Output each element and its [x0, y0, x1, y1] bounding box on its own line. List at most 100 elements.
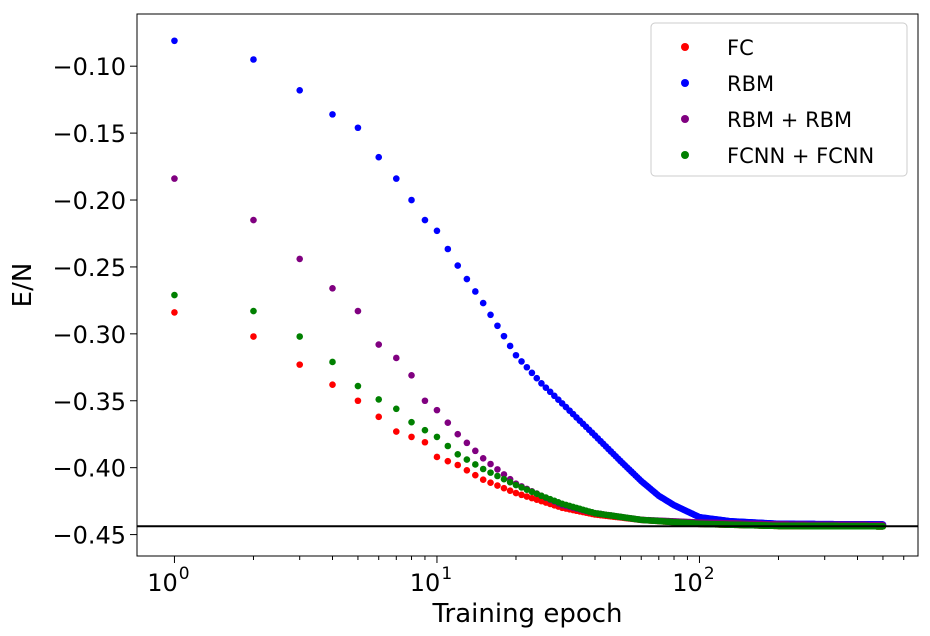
data-point — [463, 439, 471, 447]
data-point — [433, 227, 441, 235]
data-point — [433, 406, 441, 414]
data-point — [354, 124, 362, 132]
data-point — [523, 363, 531, 371]
data-point — [472, 471, 479, 479]
data-point — [494, 322, 501, 330]
legend-marker — [681, 151, 689, 159]
y-tick-label: −0.20 — [52, 187, 126, 215]
legend-label: FC — [727, 36, 754, 60]
data-point — [392, 428, 400, 435]
data-point — [392, 405, 400, 413]
series-rbm-rbm — [171, 175, 887, 529]
y-tick-label: −0.25 — [52, 254, 126, 282]
data-point — [375, 341, 383, 348]
data-point — [375, 413, 383, 421]
data-point — [354, 397, 362, 405]
data-point — [479, 465, 487, 473]
data-point — [518, 491, 525, 499]
data-point — [500, 471, 508, 478]
data-point — [250, 56, 257, 63]
data-point — [487, 460, 494, 468]
data-point — [494, 472, 501, 480]
data-point — [392, 175, 400, 182]
data-point — [512, 351, 520, 359]
data-point — [479, 455, 487, 462]
data-point — [454, 461, 462, 469]
data-point — [433, 433, 441, 441]
data-point — [463, 456, 471, 463]
data-point — [408, 196, 415, 204]
data-point — [523, 486, 531, 493]
legend-marker — [681, 115, 689, 123]
data-point — [296, 255, 304, 263]
y-tick-label: −0.35 — [52, 388, 126, 416]
data-point — [296, 361, 304, 368]
y-tick-label: −0.30 — [52, 321, 126, 349]
data-point — [354, 307, 362, 315]
data-point — [444, 245, 452, 253]
data-point — [454, 262, 462, 269]
data-point — [494, 466, 501, 473]
data-point — [487, 469, 494, 476]
data-point — [433, 453, 441, 461]
x-tick-label-exponent: 2 — [704, 564, 715, 584]
x-tick-label-exponent: 0 — [179, 564, 190, 584]
data-point — [444, 457, 452, 465]
data-point — [463, 275, 471, 283]
data-point — [472, 461, 479, 468]
legend-box — [650, 22, 908, 177]
data-point — [296, 333, 304, 340]
data-point — [329, 381, 336, 389]
data-point — [542, 384, 550, 391]
data-point — [472, 288, 479, 295]
data-point — [512, 489, 520, 497]
y-tick-label: −0.10 — [52, 53, 126, 81]
data-point — [494, 482, 501, 489]
x-tick-label-exponent: 1 — [441, 564, 452, 584]
data-point — [375, 153, 383, 161]
legend-label: RBM — [727, 72, 774, 96]
data-point — [506, 342, 514, 350]
data-point — [329, 358, 336, 366]
data-point — [408, 418, 415, 426]
x-axis-label: Training epoch — [431, 599, 622, 629]
x-tick-label: 101 — [410, 564, 452, 597]
data-point — [454, 430, 462, 438]
legend-label: FCNN + FCNN — [727, 144, 874, 168]
legend-marker — [681, 79, 689, 87]
data-point — [506, 487, 514, 495]
data-point — [487, 311, 494, 319]
data-point — [518, 358, 525, 365]
data-point — [512, 481, 520, 489]
data-point — [329, 111, 336, 118]
legend-label: RBM + RBM — [727, 108, 852, 132]
x-tick-label: 100 — [147, 564, 189, 597]
data-point — [250, 216, 257, 224]
series-fcnn-fcnn — [171, 291, 887, 530]
data-point — [479, 299, 487, 307]
y-axis-label: E/N — [8, 263, 38, 308]
legend: FC RBM RBM + RBM FCNN + FCNN — [650, 22, 908, 177]
y-tick-label: −0.45 — [52, 522, 126, 550]
data-point — [421, 426, 429, 434]
data-point — [500, 332, 508, 340]
data-point — [500, 484, 508, 492]
data-point — [487, 479, 494, 487]
y-tick-label: −0.40 — [52, 455, 126, 483]
data-point — [479, 476, 487, 484]
data-point — [463, 466, 471, 474]
x-axis: 100 101 102 — [147, 556, 905, 597]
data-point — [421, 438, 429, 446]
data-point — [408, 433, 415, 441]
data-point — [354, 382, 362, 390]
data-point — [528, 369, 536, 377]
data-point — [523, 493, 531, 500]
data-point — [444, 442, 452, 450]
data-point — [171, 175, 178, 182]
data-point — [250, 307, 257, 315]
data-point — [250, 333, 257, 340]
data-point — [533, 374, 541, 382]
data-point — [171, 291, 178, 299]
data-point — [329, 285, 336, 292]
x-tick-label: 102 — [672, 564, 714, 597]
